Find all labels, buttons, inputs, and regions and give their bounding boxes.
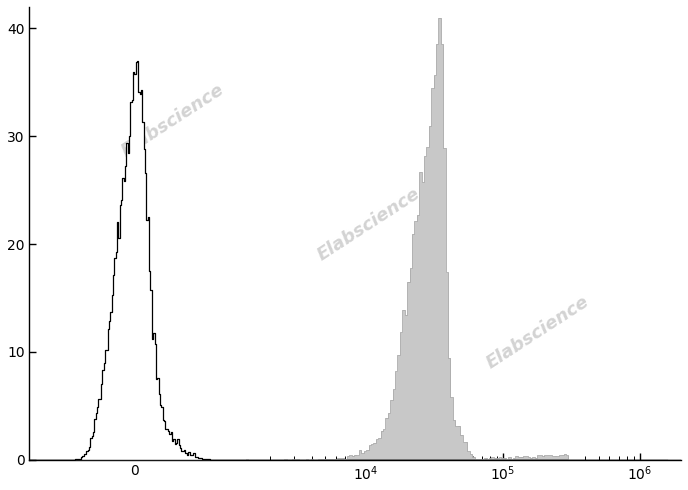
Text: Elabscience: Elabscience <box>118 80 228 160</box>
Text: Elabscience: Elabscience <box>314 184 423 264</box>
Text: Elabscience: Elabscience <box>483 293 592 373</box>
